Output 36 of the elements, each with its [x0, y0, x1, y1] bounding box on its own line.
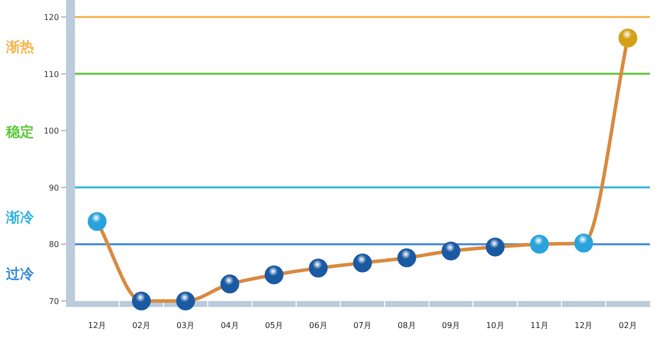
point: [530, 234, 549, 254]
point: [132, 292, 151, 310]
text: 渐冷: [5, 210, 35, 226]
x-tick-label: 08月: [398, 321, 416, 330]
y-tick-label: 70: [48, 297, 59, 306]
text: 过冷: [5, 266, 35, 283]
point: [88, 212, 107, 231]
point: [574, 234, 594, 252]
point: [264, 265, 284, 284]
y-tick-label: 120: [44, 13, 59, 22]
x-tick-label: 05月: [264, 321, 284, 330]
x-tick-label: 12月: [574, 321, 593, 330]
point: [442, 242, 460, 260]
point: [353, 254, 372, 272]
x-tick-label: 10月: [486, 321, 504, 330]
x-tick-label: 12月: [88, 321, 106, 330]
point: [176, 292, 195, 310]
y-tick-label: 80: [48, 240, 59, 250]
point: [397, 248, 416, 268]
point: [308, 258, 328, 278]
point: [486, 238, 505, 256]
text: 稳定: [5, 124, 34, 141]
x-tick-label: 02月: [618, 321, 637, 330]
x-tick-label: 09月: [442, 321, 460, 330]
point: [220, 274, 240, 294]
x-tick-label: 07月: [353, 321, 372, 330]
y-tick-label: 90: [48, 183, 59, 192]
y-tick-label: 110: [44, 70, 59, 79]
text: 渐热: [5, 39, 34, 56]
point: [618, 28, 638, 48]
x-tick-label: 06月: [309, 321, 328, 330]
x-tick-label: 02月: [132, 321, 150, 330]
y-tick-label: 100: [44, 126, 59, 136]
x-tick-label: 11月: [530, 321, 549, 330]
x-tick-label: 03月: [176, 321, 195, 330]
x-tick-label: 04月: [220, 321, 239, 330]
